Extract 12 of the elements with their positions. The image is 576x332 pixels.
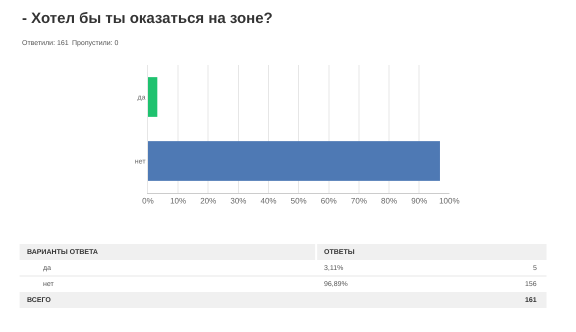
x-tick-label: 20% [200,196,216,206]
x-tick-label: 40% [260,196,277,206]
x-tick-label: 60% [320,196,337,206]
x-tick-label: 30% [230,196,246,206]
x-tick-label: 0% [142,196,154,206]
x-tick-label: 100% [439,196,460,206]
chart-title: - Хотел бы ты оказаться на зоне? [22,10,273,27]
x-tick-label: 10% [170,196,186,206]
x-tick-label: 80% [381,196,398,206]
x-tick-label: 50% [290,196,307,206]
x-tick-label: 90% [411,196,428,206]
x-tick-label: 70% [350,196,367,206]
